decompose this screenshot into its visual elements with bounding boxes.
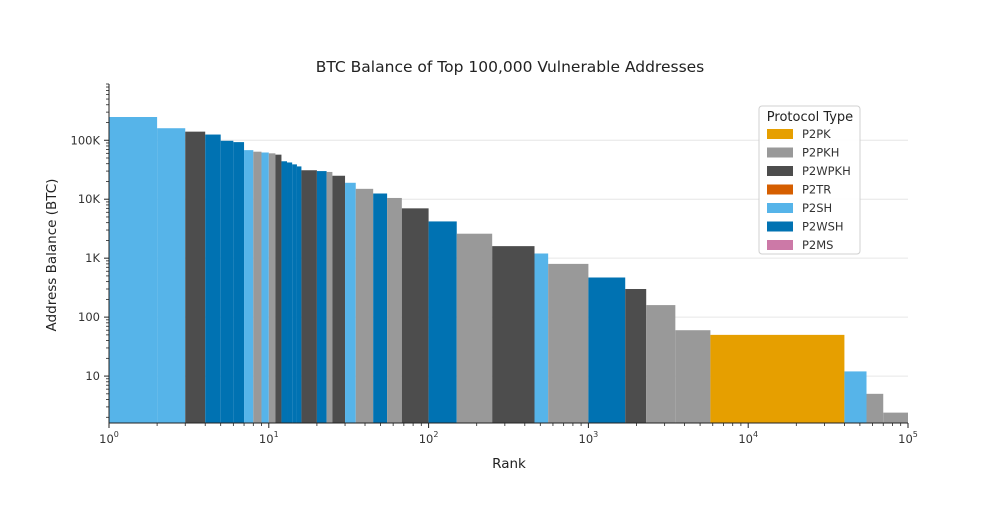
legend-swatch-p2wsh: [767, 221, 793, 232]
legend-label-p2sh: P2SH: [802, 201, 832, 215]
bar-segment-p2sh: [345, 182, 356, 423]
x-tick-label: 105: [898, 430, 918, 446]
bar-segment-p2wsh: [287, 162, 293, 423]
y-tick-label: 10: [85, 369, 100, 383]
bar-segment-p2wsh: [220, 140, 234, 423]
legend-swatch-p2sh: [767, 203, 793, 213]
legend-box: [758, 105, 861, 255]
bar-segment-p2wsh: [316, 171, 327, 423]
bar-segment-p2pkh: [548, 263, 589, 423]
bar-segment-p2wpkh: [401, 208, 429, 423]
bar-segment-p2wpkh: [625, 288, 647, 423]
bar-segment-p2pkh: [253, 151, 262, 423]
bar-segment-p2pkh: [646, 305, 676, 423]
bar-segment-p2wsh: [205, 134, 221, 424]
legend-title: Protocol Type: [767, 110, 853, 125]
bar-segment-p2pkh: [268, 153, 276, 423]
x-axis-title: Rank: [492, 456, 526, 472]
bar-segment-p2pkh: [355, 188, 374, 423]
ticks: 10 100 1K 10K 100K 100 101 102 103 104 105: [71, 83, 918, 446]
bar-segment-p2sh: [844, 371, 867, 423]
bar-segment-p2sh: [244, 150, 254, 424]
x-tick-label: 101: [259, 430, 279, 446]
x-tick-label: 100: [99, 430, 119, 446]
legend-swatch-p2pkh: [767, 147, 793, 158]
y-tick-label: 1K: [85, 251, 100, 265]
legend-label-p2pkh: P2PKH: [802, 146, 839, 160]
legend-label-p2wpkh: P2WPKH: [802, 164, 851, 178]
bar-segment-p2sh: [157, 128, 186, 423]
legend-label-p2ms: P2MS: [802, 238, 833, 252]
bar-segment-p2wsh: [296, 166, 302, 423]
bar-segment-p2wpkh: [185, 131, 206, 423]
x-tick-label: 102: [419, 430, 439, 446]
legend-label-p2wsh: P2WSH: [802, 220, 844, 234]
bar-segment-p2pkh: [675, 330, 711, 423]
legend: Protocol Type P2PK P2PKH P2WPKH P2TR P2SH P2W…: [758, 105, 861, 255]
y-tick-label: 10K: [78, 192, 101, 206]
legend-swatch-p2wpkh: [767, 166, 793, 176]
legend-swatch-p2tr: [767, 184, 793, 195]
bar-segment-p2sh: [534, 253, 549, 423]
legend-label-p2tr: P2TR: [802, 183, 831, 197]
bar-segment-p2wpkh: [301, 170, 317, 423]
bar-segment-p2sh: [261, 152, 269, 423]
legend-swatch-p2pk: [767, 129, 793, 139]
legend-swatch-p2ms: [767, 240, 793, 250]
bar-segment-p2sh: [109, 117, 158, 423]
x-tick-label: 104: [738, 430, 758, 446]
bar-segment-p2wpkh: [332, 175, 346, 423]
y-tick-label: 100: [78, 310, 100, 324]
bar-segment-p2wpkh: [492, 246, 535, 423]
bar-segment-p2pk: [710, 334, 845, 423]
bar-segment-p2pkh: [866, 393, 884, 423]
bar-segment-p2wpkh: [275, 154, 282, 423]
bar-segment-p2pkh: [326, 171, 333, 423]
bars: [109, 117, 908, 424]
bar-segment-p2wsh: [281, 161, 288, 424]
y-tick-label: 100K: [71, 133, 101, 147]
x-tick-label: 103: [579, 430, 599, 446]
bar-segment-p2pkh: [456, 233, 493, 423]
bar-segment-p2wsh: [428, 221, 457, 423]
chart-title: BTC Balance of Top 100,000 Vulnerable Ad…: [316, 58, 705, 76]
legend-label-p2pk: P2PK: [802, 127, 831, 141]
bar-segment-p2wsh: [588, 277, 626, 423]
y-axis-title: Address Balance (BTC): [44, 179, 60, 332]
bar-segment-p2wsh: [233, 142, 245, 423]
bar-segment-p2wsh: [292, 164, 297, 423]
bar-segment-p2pkh: [387, 197, 402, 423]
bar-segment-p2wsh: [373, 193, 388, 423]
bar-segment-p2pkh: [883, 412, 908, 423]
